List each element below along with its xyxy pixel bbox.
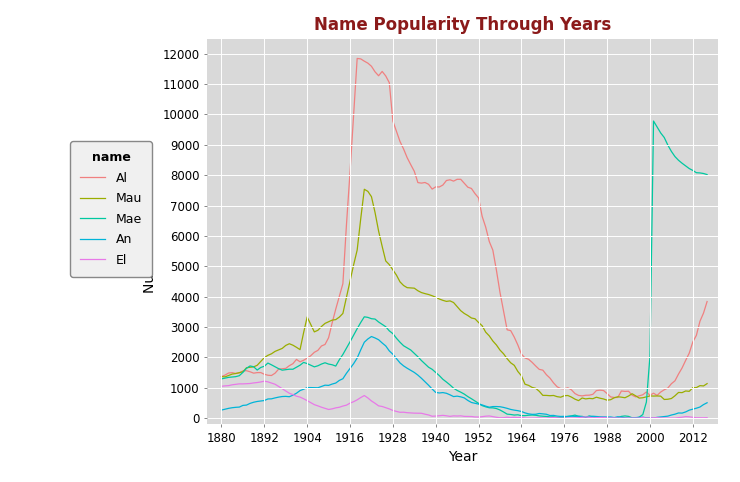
- Line: Al: Al: [221, 58, 707, 398]
- El: [289, 392, 297, 398]
- Mau: [435, 296, 444, 302]
- Line: El: El: [221, 381, 707, 418]
- Al: [285, 363, 294, 369]
- An: [399, 363, 408, 369]
- An: [624, 415, 633, 421]
- El: [703, 415, 712, 421]
- Al: [435, 184, 444, 190]
- Line: An: An: [221, 336, 707, 418]
- An: [596, 414, 605, 420]
- Mau: [360, 187, 369, 192]
- Al: [388, 118, 397, 124]
- El: [399, 409, 408, 415]
- Mae: [285, 366, 294, 372]
- Mae: [431, 370, 440, 375]
- Al: [610, 395, 619, 401]
- An: [520, 410, 529, 416]
- Legend: Al, Mau, Mae, An, El: Al, Mau, Mae, An, El: [70, 141, 152, 277]
- Mae: [385, 328, 394, 334]
- Al: [353, 55, 362, 61]
- El: [260, 378, 269, 384]
- Line: Mae: Mae: [221, 121, 707, 418]
- Mau: [217, 374, 226, 379]
- Mae: [596, 415, 605, 421]
- An: [703, 400, 712, 406]
- Mau: [574, 398, 583, 403]
- Mae: [396, 339, 405, 345]
- Al: [596, 387, 605, 393]
- Mau: [599, 396, 608, 402]
- Mau: [399, 282, 408, 288]
- Al: [703, 299, 712, 305]
- An: [367, 334, 376, 339]
- Mae: [217, 376, 226, 382]
- Y-axis label: Number of babies: Number of babies: [143, 169, 157, 294]
- An: [388, 351, 397, 357]
- Mae: [517, 413, 526, 418]
- Line: Mau: Mau: [221, 189, 707, 401]
- X-axis label: Year: Year: [448, 450, 477, 464]
- Al: [399, 146, 408, 152]
- El: [435, 413, 444, 418]
- Mae: [649, 118, 658, 124]
- El: [599, 415, 608, 420]
- Mae: [703, 172, 712, 177]
- An: [285, 394, 294, 400]
- Mau: [703, 381, 712, 387]
- Mau: [520, 381, 529, 387]
- El: [524, 415, 533, 421]
- El: [388, 408, 397, 414]
- Al: [217, 374, 226, 379]
- An: [435, 390, 444, 396]
- Title: Name Popularity Through Years: Name Popularity Through Years: [314, 16, 611, 34]
- Al: [520, 355, 529, 361]
- Mau: [285, 341, 294, 347]
- Mau: [388, 267, 397, 273]
- Mae: [592, 415, 601, 420]
- An: [217, 407, 226, 413]
- El: [520, 415, 529, 421]
- El: [217, 383, 226, 389]
